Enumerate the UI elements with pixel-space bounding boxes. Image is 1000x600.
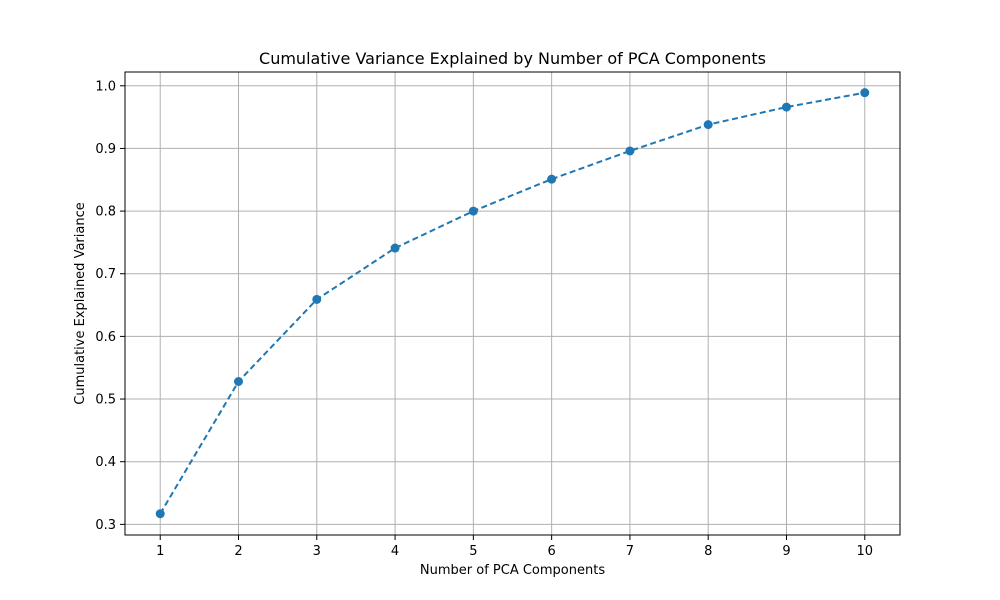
grid-lines <box>125 72 900 535</box>
x-tick-label: 9 <box>782 544 790 559</box>
x-tick-label: 1 <box>156 544 164 559</box>
x-tick-label: 6 <box>548 544 556 559</box>
data-point-marker <box>155 509 165 519</box>
data-point-marker <box>703 120 713 130</box>
y-tick-label: 0.8 <box>95 205 116 220</box>
data-point-marker <box>547 174 557 184</box>
y-tick-label: 0.4 <box>95 455 116 470</box>
x-tick-label: 5 <box>469 544 477 559</box>
y-tick-label: 1.0 <box>95 79 116 94</box>
chart-title: Cumulative Variance Explained by Number … <box>259 49 766 68</box>
x-tick-label: 3 <box>313 544 321 559</box>
x-tick-label: 7 <box>626 544 634 559</box>
data-point-marker <box>312 294 322 304</box>
x-tick-label: 4 <box>391 544 399 559</box>
axis-ticks: 1 2 3 4 5 6 7 8 9 10 0.3 0.4 0.5 0.6 0.7 0.8 0.9 1.0 <box>95 79 873 559</box>
data-point-marker <box>468 206 478 216</box>
x-axis-label: Number of PCA Components <box>420 563 605 578</box>
plot-area-frame <box>124 71 901 536</box>
y-tick-label: 0.3 <box>95 518 116 533</box>
data-point-marker <box>234 377 244 387</box>
y-tick-label: 0.5 <box>95 393 116 408</box>
data-point-marker <box>390 243 400 253</box>
data-point-marker <box>781 102 791 112</box>
y-axis-label: Cumulative Explained Variance <box>73 202 88 404</box>
data-point-marker <box>625 146 635 156</box>
y-tick-label: 0.9 <box>95 142 116 157</box>
data-point-marker <box>860 88 870 98</box>
y-tick-label: 0.6 <box>95 330 116 345</box>
x-tick-label: 10 <box>856 544 873 559</box>
y-tick-label: 0.7 <box>95 267 116 282</box>
series-line <box>159 91 865 515</box>
x-tick-label: 2 <box>234 544 242 559</box>
series-layer <box>155 88 870 519</box>
x-tick-label: 8 <box>704 544 712 559</box>
